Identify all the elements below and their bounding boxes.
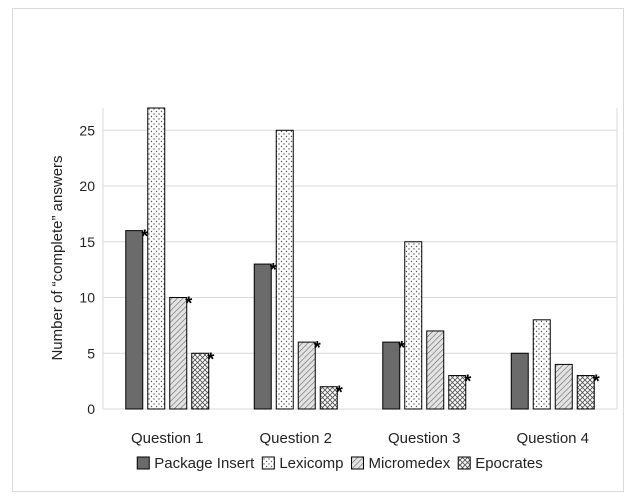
chart-frame xyxy=(12,8,624,492)
bars xyxy=(125,107,595,410)
significance-marker: * xyxy=(270,260,277,280)
y-axis-title: Number of “complete” answers xyxy=(49,155,66,360)
bar-package-insert xyxy=(125,230,144,410)
bar-package-insert xyxy=(382,341,401,410)
significance-marker: * xyxy=(464,372,471,392)
x-category-label: Question 1 xyxy=(131,430,204,447)
legend-swatch xyxy=(351,456,365,470)
legend-label: Package Insert xyxy=(154,455,255,472)
x-category-label: Question 3 xyxy=(388,430,461,447)
bar-epocrates xyxy=(448,375,467,410)
bar-epocrates xyxy=(576,375,595,410)
y-tick-label: 5 xyxy=(87,345,95,361)
legend-label: Epocrates xyxy=(475,455,543,472)
x-category-label: Question 2 xyxy=(259,430,332,447)
bar-micromedex xyxy=(297,341,316,410)
x-category-label: Question 4 xyxy=(516,430,589,447)
bar-micromedex xyxy=(169,297,188,410)
bar-lexicomp xyxy=(404,241,423,410)
significance-marker: * xyxy=(207,349,214,369)
y-tick-label: 20 xyxy=(79,178,95,194)
y-axis: 0 5 10 15 20 25 xyxy=(79,108,618,417)
bar-package-insert xyxy=(510,352,529,410)
legend-label: Lexicomp xyxy=(279,455,343,472)
bar-epocrates xyxy=(191,352,210,410)
x-axis: Question 1 Question 2 Question 3 Question 4 xyxy=(131,430,589,447)
legend-label: Micromedex xyxy=(369,455,451,472)
significance-marker: * xyxy=(314,338,321,358)
significance-marker: * xyxy=(185,294,192,314)
significance-marker: * xyxy=(141,227,148,247)
gridlines xyxy=(103,129,617,410)
y-tick-label: 10 xyxy=(79,290,95,306)
bar-epocrates xyxy=(319,386,338,410)
legend-swatch xyxy=(457,456,471,470)
significance-marker: * xyxy=(593,372,600,392)
bar-lexicomp xyxy=(532,319,551,410)
y-tick-label: 0 xyxy=(87,401,95,417)
legend: Package Insert Lexicomp Micromedex Epocrate… xyxy=(136,455,543,472)
significance-marker: * xyxy=(398,338,405,358)
y-tick-label: 25 xyxy=(79,122,95,138)
y-tick-label: 15 xyxy=(79,234,95,250)
bar-micromedex xyxy=(426,330,445,410)
bar-package-insert xyxy=(253,263,272,410)
legend-swatch xyxy=(136,456,150,470)
bar-lexicomp xyxy=(147,107,166,410)
bar-micromedex xyxy=(554,363,573,410)
significance-markers: * * * * * * * * * xyxy=(141,227,600,403)
bar-lexicomp xyxy=(275,129,294,410)
significance-marker: * xyxy=(336,383,343,403)
legend-swatch xyxy=(261,456,275,470)
